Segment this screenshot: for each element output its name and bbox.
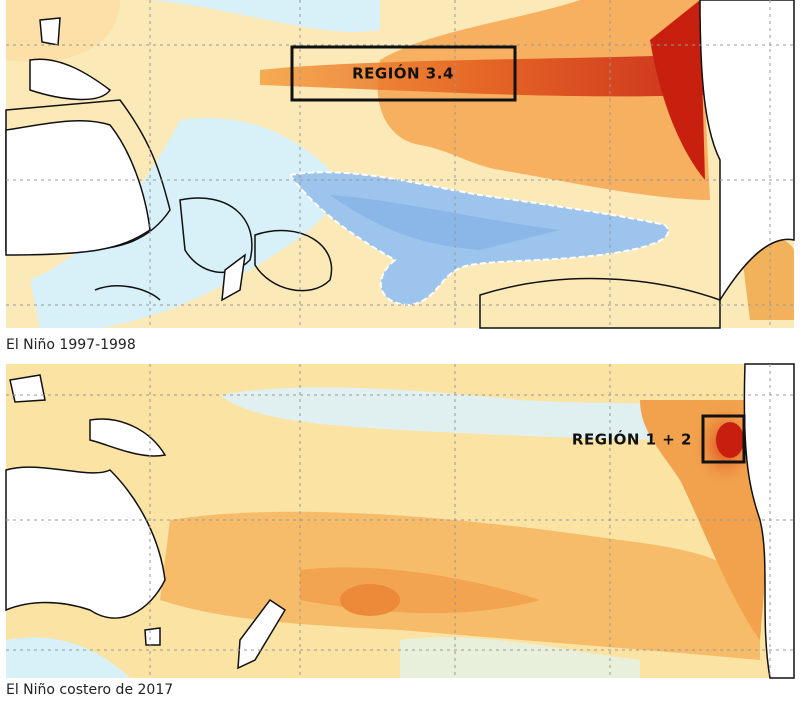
caption: El Niño 1997-1998 [6,337,136,353]
region-box [290,45,517,102]
map-1997: REGIÓN 3.4 [5,0,795,329]
region-label: REGIÓN 1 + 2 [572,430,692,449]
region-box [701,414,746,464]
region-label: REGIÓN 3.4 [352,64,454,83]
map-2017: REGIÓN 1 + 2 [5,363,795,679]
caption: El Niño costero de 2017 [6,682,173,698]
